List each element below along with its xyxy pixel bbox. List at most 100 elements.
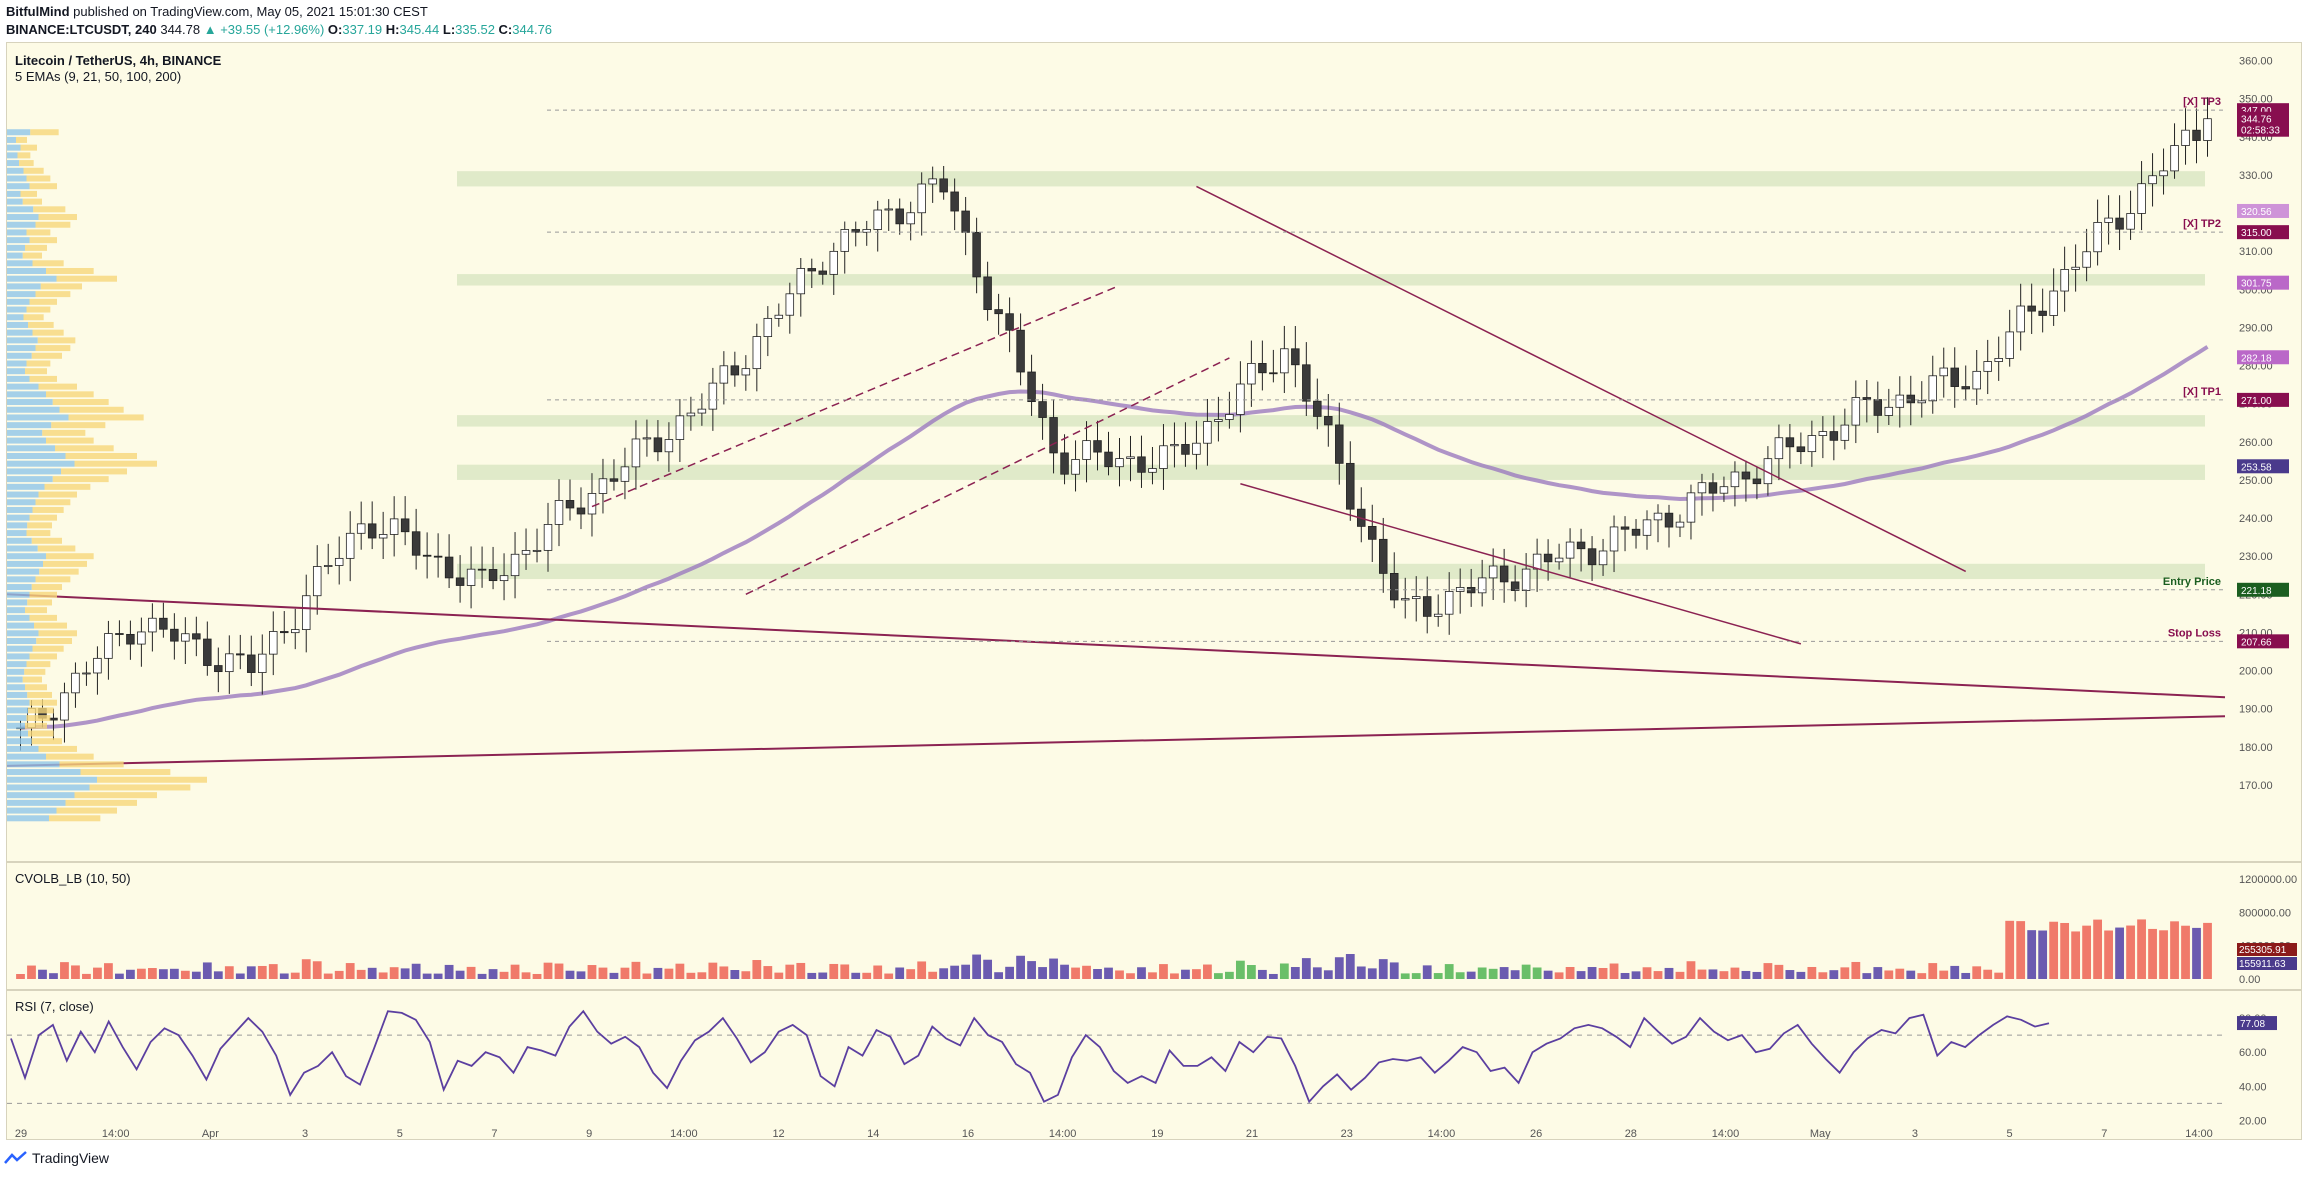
volume-profile-bar — [65, 452, 137, 459]
volume-profile-bar — [59, 406, 124, 413]
volume-bar — [1730, 967, 1740, 979]
volume-tag-label: 255305.91 — [2239, 945, 2287, 956]
volume-profile-bar — [31, 584, 62, 591]
volume-profile-bar — [33, 206, 66, 213]
volume-bar — [1235, 960, 1245, 979]
candle-body — [1796, 446, 1806, 453]
volume-bar — [1257, 969, 1267, 979]
volume-bar — [2137, 919, 2146, 979]
candle-body — [1203, 421, 1212, 444]
trendline-dashed-upper — [591, 284, 1120, 508]
candle-body — [1752, 478, 1762, 485]
candle-body — [653, 437, 663, 453]
price-panel[interactable]: 170.00180.00190.00200.00210.00220.00230.… — [6, 42, 2302, 862]
candle-body — [466, 568, 476, 586]
y-tick-label: 260.00 — [2239, 437, 2273, 449]
x-tick-label: 14:00 — [1712, 1128, 1740, 1139]
volume-bar — [1323, 970, 1333, 979]
candle-body — [598, 478, 608, 494]
candle-body — [1939, 367, 1948, 377]
volume-bar — [1972, 966, 1982, 979]
volume-bar — [1950, 965, 1960, 979]
candle-body — [400, 518, 410, 533]
candle-body — [543, 524, 553, 551]
candle-body — [719, 365, 729, 384]
volume-profile-bar — [7, 730, 28, 737]
volume-profile-bar — [7, 614, 30, 621]
candle-body — [1983, 361, 1992, 372]
volume-bar — [400, 968, 410, 979]
volume-bar — [1214, 973, 1223, 979]
candle-body — [1499, 565, 1509, 583]
volume-bar — [2038, 930, 2048, 979]
low-value: 335.52 — [455, 22, 495, 37]
volume-bar — [345, 963, 355, 979]
price-tag-label: 315.00 — [2241, 228, 2272, 239]
volume-bar — [356, 969, 366, 979]
volume-bar — [158, 969, 168, 979]
volume-profile-bar — [22, 198, 42, 205]
volume-bar — [136, 968, 146, 979]
price-chart[interactable]: 170.00180.00190.00200.00210.00220.00230.… — [6, 43, 2301, 861]
volume-bar — [730, 970, 740, 979]
volume-profile-bar — [7, 175, 27, 182]
volume-bar — [1785, 970, 1795, 979]
volume-bar — [719, 966, 729, 979]
price-tag — [2237, 111, 2289, 126]
volume-bar — [1807, 966, 1817, 979]
volume-profile-bar — [29, 375, 57, 382]
volume-panel[interactable]: 1200000.00800000.00400000.000.00255305.9… — [6, 862, 2302, 990]
candle-body — [1664, 512, 1674, 528]
volume-bar — [1719, 971, 1729, 979]
volume-profile-bar — [22, 252, 42, 259]
volume-bar — [1126, 973, 1135, 979]
volume-bar — [2203, 922, 2212, 979]
volume-bar — [2093, 919, 2103, 979]
price-tag-label: 253.58 — [2241, 462, 2272, 473]
volume-bar — [1884, 970, 1894, 979]
volume-bar — [510, 964, 520, 979]
volume-profile-bar — [37, 545, 76, 552]
volume-profile-bar — [7, 553, 46, 560]
candle-body — [708, 382, 718, 410]
volume-profile-bar — [7, 522, 28, 529]
volume-bar — [1192, 969, 1201, 979]
volume-profile-bar — [7, 445, 55, 452]
volume-bar — [1389, 962, 1399, 979]
volume-profile-bar — [35, 345, 71, 352]
volume-profile-bar — [7, 568, 40, 575]
volume-bar — [279, 973, 289, 979]
rsi-chart[interactable]: 80.0060.0040.0020.0077.082914:00Apr35791… — [7, 991, 2301, 1140]
candle-body — [1587, 548, 1597, 566]
tradingview-logo[interactable]: TradingView — [4, 1150, 109, 1166]
volume-bar — [587, 965, 597, 979]
rsi-line — [10, 1009, 2050, 1104]
volume-bar — [455, 970, 465, 979]
volume-bar — [1917, 973, 1927, 979]
candle-body — [2027, 305, 2036, 312]
volume-profile-bar — [7, 799, 66, 806]
candle-body — [2181, 129, 2190, 146]
candle-body — [1961, 386, 1970, 390]
volume-bar — [1400, 973, 1410, 979]
candle-body — [1433, 613, 1443, 617]
volume-profile-bar — [7, 483, 45, 490]
trendline-downtrend — [1196, 185, 1967, 573]
volume-bar — [1851, 961, 1861, 979]
volume-profile-bar — [7, 815, 49, 822]
candle-body — [137, 631, 146, 645]
y-tick-label: 330.00 — [2239, 170, 2273, 182]
volume-chart[interactable]: 1200000.00800000.00400000.000.00255305.9… — [7, 863, 2301, 989]
volume-profile-bar — [29, 591, 57, 598]
volume-bar — [334, 970, 344, 979]
candle-body — [225, 653, 234, 673]
volume-profile-bar — [7, 414, 69, 421]
volume-profile-bar — [20, 144, 37, 151]
volume-bar — [1829, 970, 1839, 979]
volume-bar — [1554, 972, 1564, 979]
rsi-panel[interactable]: 80.0060.0040.0020.0077.082914:00Apr35791… — [6, 990, 2302, 1140]
volume-bar — [257, 965, 267, 979]
volume-profile-bar — [7, 707, 28, 714]
volume-profile-bar — [25, 244, 47, 251]
rsi-tick-label: 40.00 — [2239, 1081, 2267, 1093]
